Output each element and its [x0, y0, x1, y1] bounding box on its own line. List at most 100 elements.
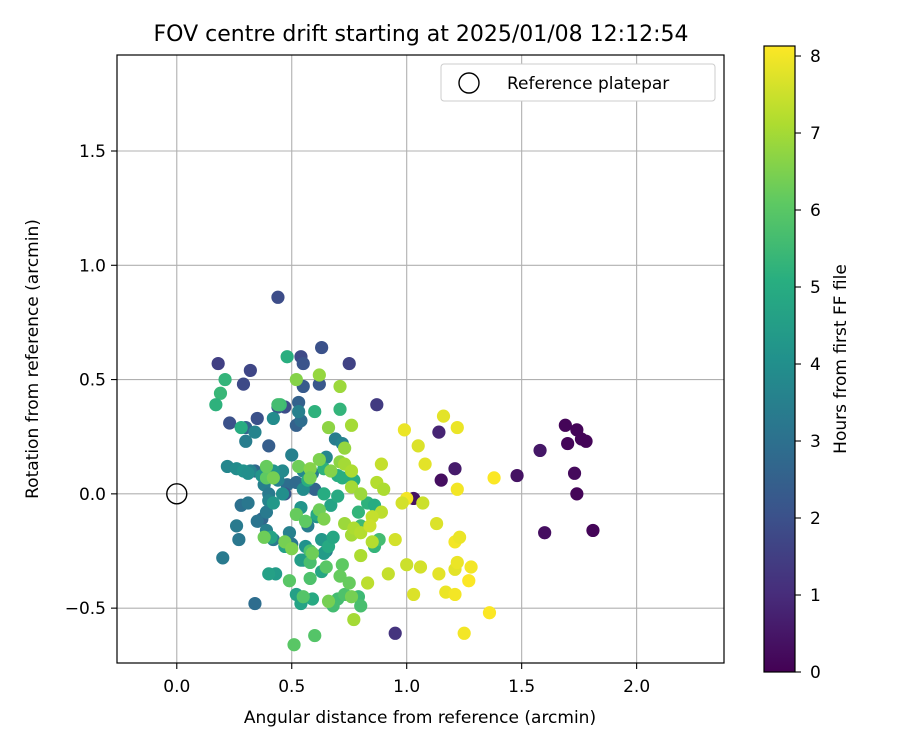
scatter-point — [377, 482, 391, 496]
scatter-point — [418, 457, 432, 471]
scatter-point — [374, 457, 389, 471]
scatter-point — [381, 567, 395, 581]
scatter-point — [241, 466, 255, 480]
scatter-point — [354, 599, 368, 613]
scatter-point — [280, 350, 294, 364]
scatter-point — [275, 464, 290, 478]
scatter-point — [510, 468, 524, 483]
scatter-point — [482, 606, 497, 620]
colorbar-label: Hours from first FF file — [831, 264, 851, 454]
scatter-point — [271, 398, 285, 412]
scatter-point — [303, 571, 317, 586]
y-tick-label: 1.5 — [79, 142, 106, 162]
scatter-point — [448, 587, 462, 602]
scatter-point — [361, 576, 375, 590]
scatter-point — [326, 530, 340, 544]
scatter-point — [533, 443, 547, 458]
colorbar-tick-label: 7 — [810, 124, 821, 144]
scatter-point — [248, 596, 262, 611]
scatter-point — [241, 496, 255, 510]
scatter-point — [216, 551, 230, 565]
legend: Reference platepar — [440, 63, 716, 102]
scatter-point — [239, 434, 253, 448]
scatter-point — [344, 480, 359, 494]
scatter-point — [229, 519, 244, 533]
scatter-point — [271, 290, 285, 304]
colorbar-tick-label: 5 — [810, 278, 821, 298]
y-axis-ticks: −0.5 0.0 0.5 1.0 1.5 — [65, 142, 117, 619]
scatter-point — [333, 402, 347, 416]
scatter-point — [308, 628, 322, 643]
scatter-point — [262, 567, 276, 581]
scatter-point — [395, 496, 409, 510]
scatter-point — [450, 420, 464, 435]
colorbar-tick-label: 0 — [810, 663, 821, 683]
scatter-point — [538, 526, 552, 540]
colorbar: 0 1 2 3 4 5 6 7 8 Hours from first FF file — [763, 45, 851, 683]
scatter-point — [321, 594, 336, 608]
scatter-point — [333, 379, 347, 394]
scatter-point — [388, 532, 402, 547]
scatter-point — [317, 512, 331, 526]
scatter-point — [344, 590, 359, 604]
plot-area: 0.0 0.5 1.0 1.5 2.0 −0.5 0.0 0.5 1.0 1.5 — [65, 54, 725, 697]
plot-frame — [116, 54, 725, 664]
colorbar-tick-label: 3 — [810, 432, 821, 452]
y-tick-label: 0.0 — [79, 485, 106, 505]
scatter-point — [333, 569, 347, 583]
colorbar-tick-label: 6 — [810, 201, 821, 221]
scatter-point — [266, 496, 280, 510]
scatter-point — [324, 464, 338, 478]
scatter-point — [450, 482, 464, 496]
scatter-point — [248, 425, 262, 439]
scatter-point — [285, 542, 299, 556]
scatter-point — [413, 560, 428, 574]
colorbar-ticks: 0 1 2 3 4 5 6 7 8 — [795, 47, 821, 683]
x-axis-label: Angular distance from reference (arcmin) — [244, 708, 596, 728]
scatter-point — [335, 558, 349, 572]
scatter-point — [344, 418, 359, 432]
scatter-point — [259, 459, 274, 474]
legend-label-reference: Reference platepar — [507, 74, 669, 94]
scatter-point — [243, 363, 257, 378]
scatter-point — [452, 530, 467, 544]
scatter-point — [354, 487, 368, 501]
scatter-point — [338, 441, 352, 455]
scatter-point — [342, 356, 356, 371]
scatter-point — [400, 558, 414, 572]
x-tick-label: 0.0 — [163, 677, 190, 697]
scatter-point — [567, 466, 582, 480]
scatter-point — [232, 532, 246, 547]
scatter-point — [266, 411, 280, 426]
scatter-point — [450, 555, 464, 570]
scatter-point — [298, 514, 313, 528]
scatter-point — [282, 574, 297, 588]
scatter-point — [561, 436, 575, 451]
scatter-point — [266, 471, 280, 485]
scatter-point — [305, 546, 320, 560]
scatter-point — [429, 516, 444, 531]
x-tick-label: 0.5 — [278, 677, 305, 697]
legend-box — [440, 63, 716, 102]
scatter-point — [315, 340, 329, 355]
scatter-point — [259, 505, 274, 519]
scatter-point — [317, 487, 331, 501]
x-tick-label: 1.5 — [508, 677, 535, 697]
scatter-point — [432, 425, 446, 439]
scatter-point — [586, 523, 600, 538]
scatter-point — [287, 638, 301, 652]
scatter-point — [292, 459, 306, 474]
scatter-point — [218, 372, 232, 387]
scatter-point — [250, 514, 264, 528]
colorbar-tick-label: 1 — [810, 586, 821, 606]
scatter-point — [464, 560, 478, 574]
chart-title: FOV centre drift starting at 2025/01/08 … — [154, 22, 689, 47]
scatter-point — [558, 418, 572, 432]
x-tick-label: 2.0 — [623, 677, 650, 697]
y-tick-label: −0.5 — [65, 599, 106, 619]
scatter-point — [312, 452, 326, 467]
scatter-point — [292, 395, 306, 410]
scatter-point — [354, 548, 368, 563]
scatter-point — [312, 377, 326, 391]
scatter-point — [331, 489, 345, 503]
